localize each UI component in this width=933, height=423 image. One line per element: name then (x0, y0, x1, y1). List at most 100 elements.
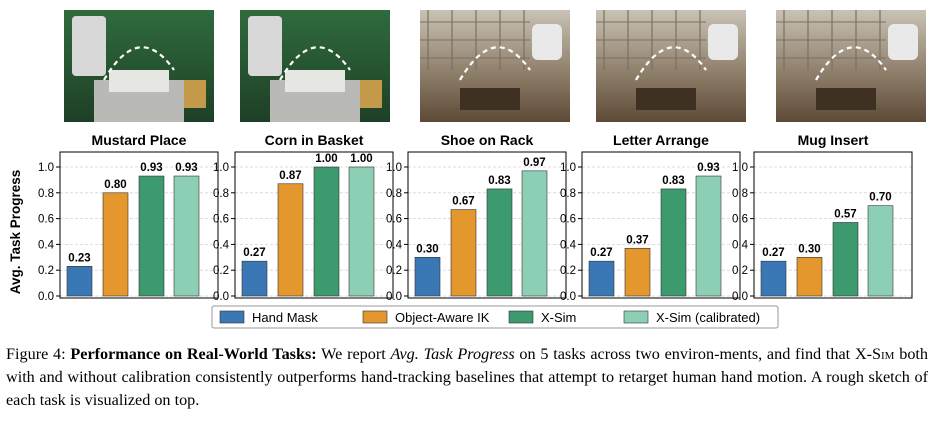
caption-text-1: We report (316, 345, 391, 363)
data-label: 0.27 (762, 247, 784, 259)
axes-frame (581, 151, 741, 299)
bar-hand-mask (588, 260, 615, 297)
data-label: 0.93 (697, 162, 719, 174)
bar-object-aware-ik (102, 192, 129, 297)
caption-prefix: Figure 4: (6, 345, 71, 363)
y-tick-label: 0.0 (38, 291, 54, 303)
task-sketch-5 (776, 10, 926, 122)
panel-2: Corn in Basket 0.27 0.87 1.00 1.00 0.0 0.2 0.4 0… (213, 132, 394, 303)
legend-swatch (362, 310, 388, 324)
y-tick-label: 0.2 (386, 265, 402, 277)
y-tick-label: 0.6 (213, 214, 229, 226)
y-tick-label: 0.8 (732, 188, 748, 200)
bar-x-sim (486, 188, 513, 297)
y-tick-label: 0.0 (732, 291, 748, 303)
legend-entry: Object-Aware IK (362, 310, 490, 325)
data-label: 0.57 (834, 208, 856, 220)
panel-4: Letter Arrange 0.27 0.37 0.83 0.93 0.0 0.2 0.4 0… (560, 132, 741, 303)
data-label: 0.70 (869, 192, 891, 204)
y-tick-label: 0.4 (38, 239, 55, 251)
y-tick-label: 1.0 (560, 162, 576, 174)
data-label: 0.30 (798, 243, 820, 255)
y-tick-label: 0.4 (560, 239, 577, 251)
bar-object-aware-ik (450, 209, 477, 297)
legend: Hand Mask Object-Aware IK X-Sim X-Sim (cali… (211, 305, 779, 329)
y-tick-label: 1.0 (732, 162, 748, 174)
y-tick-label: 0.0 (560, 291, 576, 303)
caption-italic: Avg. Task Progress (390, 345, 515, 363)
legend-swatch (623, 310, 649, 324)
y-tick-label: 0.2 (732, 265, 748, 277)
caption-method-name: X-Sim (854, 345, 895, 363)
y-tick-label: 0.6 (38, 214, 54, 226)
y-tick-label: 0.8 (386, 188, 402, 200)
y-tick-label: 1.0 (38, 162, 54, 174)
legend-entry: X-Sim (508, 310, 576, 325)
caption-bold: Performance on Real-World Tasks: (70, 345, 317, 363)
legend-swatch (508, 310, 534, 324)
y-tick-label: 0.4 (386, 239, 403, 251)
data-label: 0.23 (68, 252, 90, 264)
axes-frame (753, 151, 913, 299)
panel-title: Shoe on Rack (441, 132, 534, 148)
y-tick-label: 0.8 (38, 188, 54, 200)
y-tick-label: 0.4 (732, 239, 749, 251)
legend-swatch (219, 310, 245, 324)
data-label: 0.83 (488, 175, 510, 187)
y-tick-label: 0.2 (560, 265, 576, 277)
data-label: 0.80 (104, 179, 126, 191)
y-tick-label: 1.0 (213, 162, 229, 174)
panel-title: Letter Arrange (613, 132, 709, 148)
y-tick-label: 1.0 (386, 162, 402, 174)
y-tick-label: 0.8 (560, 188, 576, 200)
bar-hand-mask (241, 260, 268, 297)
legend-label: X-Sim (541, 310, 576, 325)
bar-x-sim-calibrated- (521, 170, 548, 297)
bar-x-sim (832, 222, 859, 297)
task-sketch-3 (420, 10, 570, 122)
y-tick-label: 0.2 (213, 265, 229, 277)
data-label: 0.27 (243, 247, 265, 259)
figure-chart: Mustard Place 0.23 0.80 0.93 0.93 0.0 0.2 0.4 0.… (8, 10, 926, 329)
legend-label: Hand Mask (252, 310, 318, 325)
bar-panels: Mustard Place 0.23 0.80 0.93 0.93 0.0 0.2 0.4 0.… (38, 132, 913, 303)
bar-x-sim (660, 188, 687, 297)
data-label: 0.27 (590, 247, 612, 259)
data-label: 0.87 (279, 170, 301, 182)
y-tick-label: 0.2 (38, 265, 54, 277)
axes-frame (234, 151, 394, 299)
task-sketch-4 (596, 10, 746, 122)
bar-hand-mask (66, 266, 93, 297)
y-tick-label: 0.6 (732, 214, 748, 226)
legend-entry: Hand Mask (219, 310, 318, 325)
data-label: 0.97 (523, 157, 545, 169)
bar-x-sim (138, 175, 165, 297)
caption-text-2: on 5 tasks across two environ-ments, and… (514, 345, 855, 363)
y-tick-label: 0.0 (386, 291, 402, 303)
legend-entry: X-Sim (calibrated) (623, 310, 760, 325)
y-tick-label: 0.4 (213, 239, 230, 251)
legend-label: Object-Aware IK (395, 310, 490, 325)
panel-title: Mug Insert (798, 132, 869, 148)
panel-3: Shoe on Rack 0.30 0.67 0.83 0.97 0.0 0.2 0.4 0.6… (386, 132, 567, 303)
bar-x-sim-calibrated- (348, 166, 375, 297)
data-label: 1.00 (315, 153, 337, 165)
task-sketch-images (64, 10, 926, 122)
y-tick-label: 0.6 (560, 214, 576, 226)
panel-5: Mug Insert 0.27 0.30 0.57 0.70 0.0 0.2 0.4 0.6 0.… (732, 132, 913, 303)
axes-frame (59, 151, 219, 299)
panel-title: Corn in Basket (265, 132, 364, 148)
task-sketch-2 (240, 10, 390, 122)
caption-text-3: both with and without calibration consis… (6, 345, 929, 409)
bar-hand-mask (760, 260, 787, 297)
y-tick-label: 0.6 (386, 214, 402, 226)
data-label: 1.00 (350, 153, 372, 165)
axes-frame (407, 151, 567, 299)
bar-x-sim-calibrated- (173, 175, 200, 297)
panel-1: Mustard Place 0.23 0.80 0.93 0.93 0.0 0.2 0.4 0.… (38, 132, 219, 303)
bar-object-aware-ik (277, 183, 304, 297)
bar-x-sim-calibrated- (867, 205, 894, 297)
y-axis-label: Avg. Task Progress (8, 170, 23, 295)
data-label: 0.37 (626, 234, 648, 246)
panel-title: Mustard Place (92, 132, 187, 148)
